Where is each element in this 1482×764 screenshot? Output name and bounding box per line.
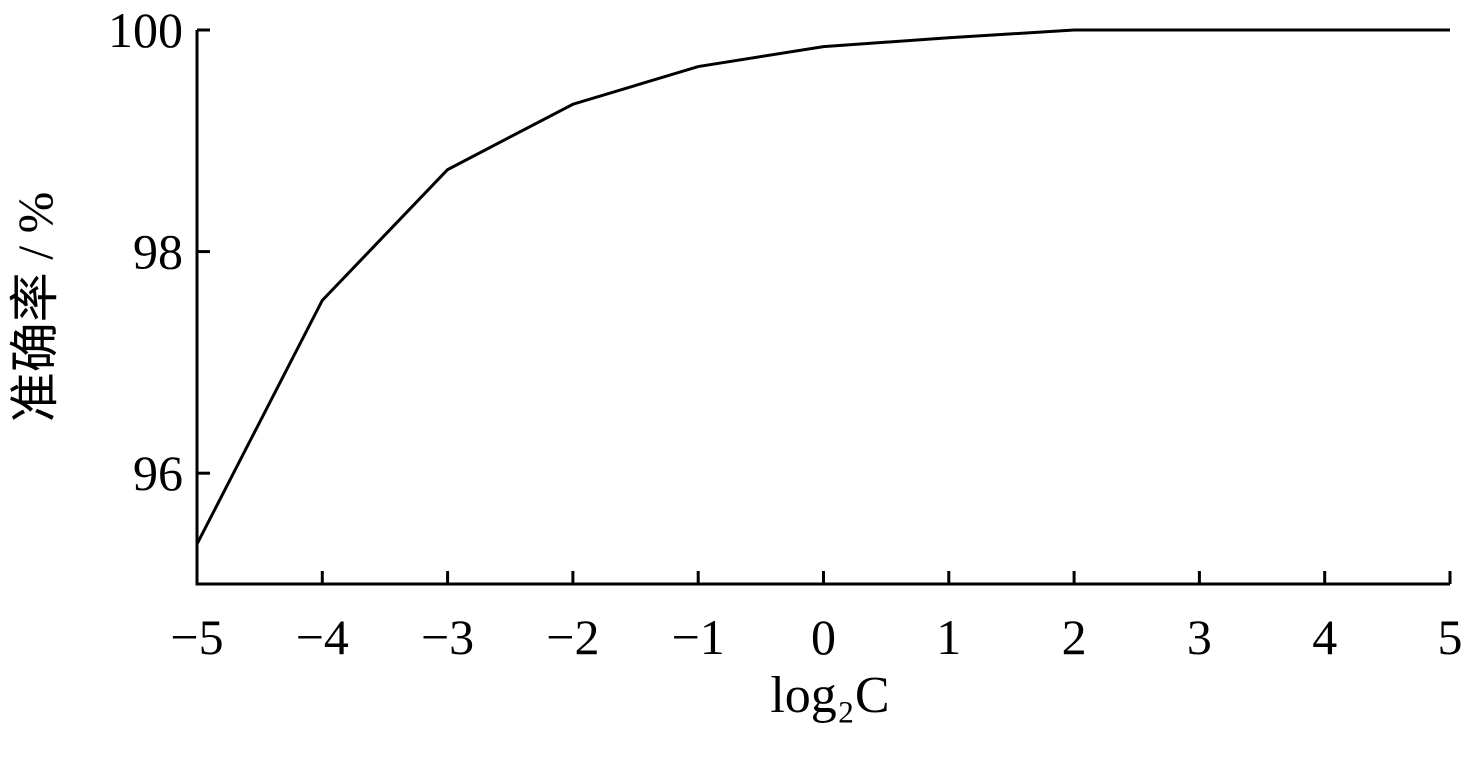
x-axis-label: log₂C <box>770 667 889 724</box>
x-tick-label: −2 <box>546 609 599 665</box>
axis-line <box>195 30 1450 586</box>
x-tick-label: −3 <box>421 609 474 665</box>
y-tick-label: 98 <box>133 224 183 280</box>
data-line <box>195 28 1450 545</box>
x-tick-label: −1 <box>672 609 725 665</box>
x-tick-label: 4 <box>1312 609 1337 665</box>
x-tick-label: 3 <box>1187 609 1212 665</box>
y-tick-label: 96 <box>133 445 183 501</box>
y-axis-label: 准确率 / % <box>7 192 63 423</box>
x-tick-label: −5 <box>170 609 223 665</box>
y-tick-label: 100 <box>108 2 183 58</box>
x-tick-label: 1 <box>936 609 961 665</box>
x-tick-label: 2 <box>1062 609 1087 665</box>
x-tick-label: −4 <box>296 609 349 665</box>
x-tick-label: 0 <box>811 609 836 665</box>
x-tick-label: 5 <box>1438 609 1463 665</box>
